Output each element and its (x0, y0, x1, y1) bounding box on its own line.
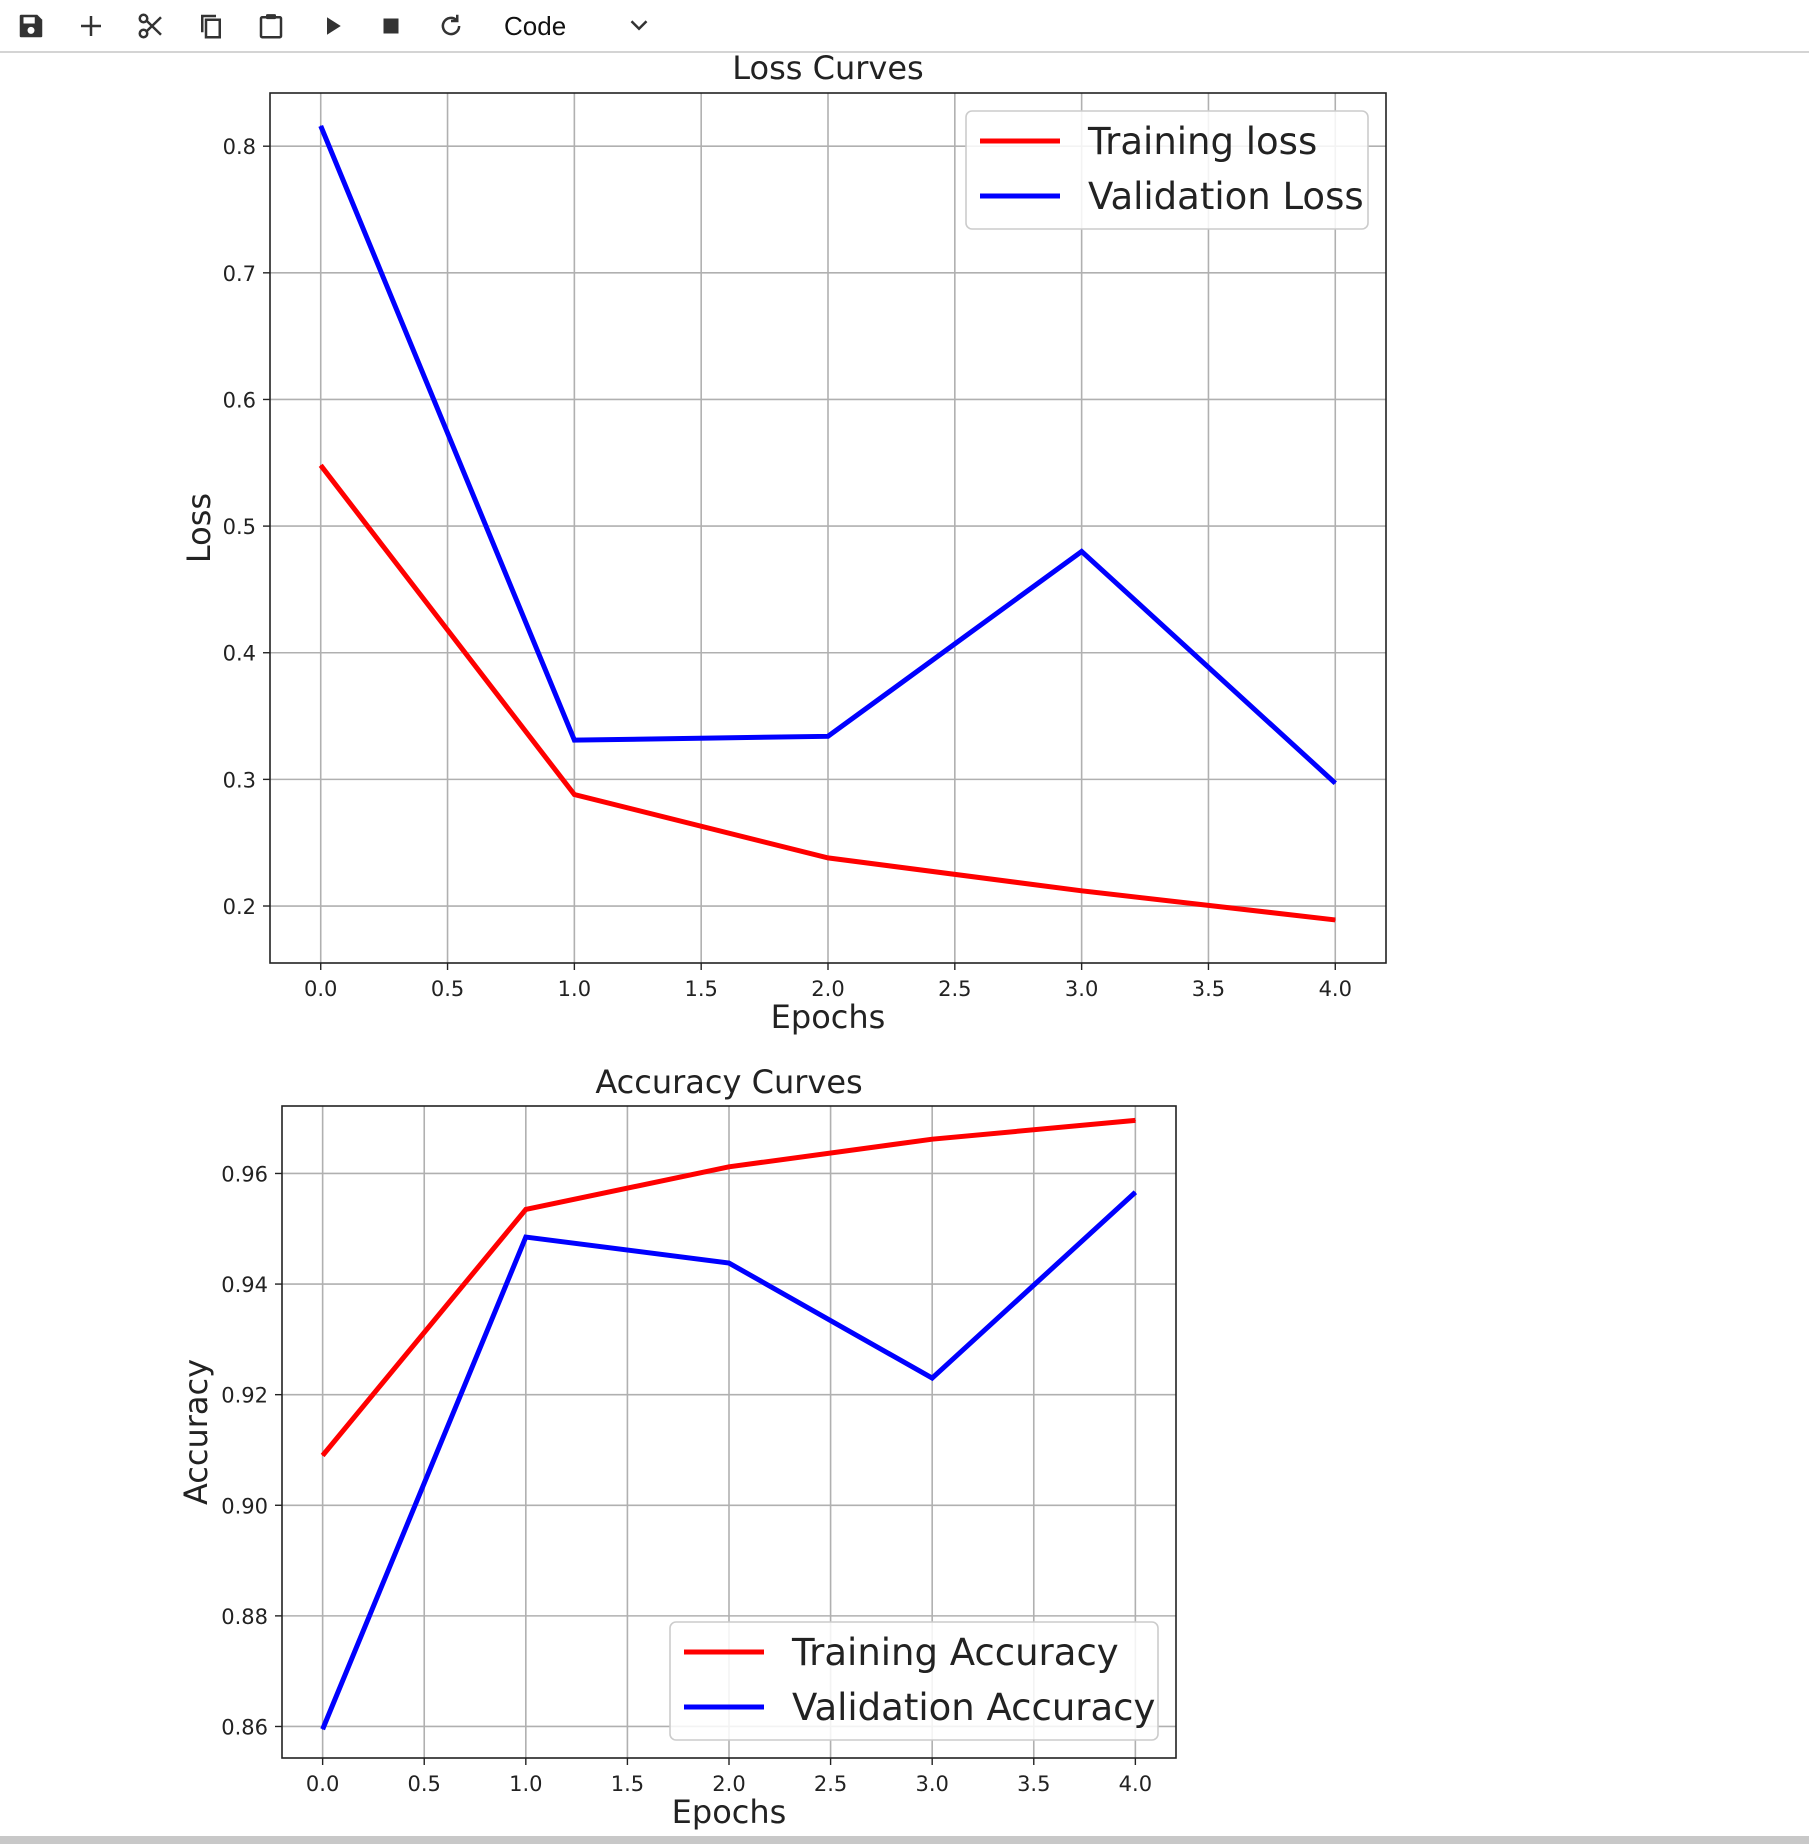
y-tick-label: 0.6 (223, 388, 256, 412)
data-point (320, 464, 322, 466)
cut-button[interactable] (129, 6, 173, 46)
plot-frame (281, 1105, 1177, 1759)
chart-title: Accuracy Curves (595, 1063, 862, 1101)
data-point (1134, 1191, 1136, 1193)
save-button[interactable] (9, 6, 53, 46)
data-point (827, 857, 829, 859)
data-point (1134, 1119, 1136, 1121)
plus-icon (81, 16, 101, 36)
x-tick-label: 3.0 (1065, 977, 1098, 1001)
data-point (525, 1208, 527, 1210)
data-point (573, 739, 575, 741)
stop-button[interactable] (369, 6, 413, 46)
x-axis-label: Epochs (672, 1793, 787, 1831)
x-tick-label: 4.0 (1119, 1772, 1152, 1796)
legend-label: Validation Accuracy (792, 1686, 1155, 1729)
data-point (728, 1166, 730, 1168)
copy-icon (201, 14, 221, 39)
restart-icon (441, 14, 461, 36)
data-point (728, 1262, 730, 1264)
data-point (1081, 890, 1083, 892)
y-tick-label: 0.2 (223, 895, 256, 919)
y-tick-label: 0.7 (223, 262, 256, 286)
y-tick-label: 0.88 (221, 1605, 268, 1629)
restart-button[interactable] (429, 6, 473, 46)
x-tick-label: 0.5 (431, 977, 464, 1001)
y-axis-label: Loss (180, 493, 218, 563)
legend-box (669, 1621, 1159, 1741)
y-tick-label: 0.4 (223, 642, 256, 666)
x-tick-label: 2.0 (712, 1772, 745, 1796)
scrollbar[interactable] (0, 1836, 1809, 1844)
x-tick-label: 2.5 (814, 1772, 847, 1796)
data-point (1334, 919, 1336, 921)
x-tick-label: 1.5 (611, 1772, 644, 1796)
data-point (322, 1455, 324, 1457)
y-tick-label: 0.90 (221, 1494, 268, 1518)
y-tick-label: 0.86 (221, 1715, 268, 1739)
loss-chart-group: 0.0 0.5 1.0 1.5 2.0 2.5 3.0 3.5 4.0 0.2 0.3 0.4 0.5 0… (180, 49, 1387, 1036)
x-tick-label: 3.5 (1017, 1772, 1050, 1796)
chevron-down-icon (630, 20, 648, 31)
x-axis-label: Epochs (771, 998, 886, 1036)
x-tick-label: 3.5 (1192, 977, 1225, 1001)
x-tick-label: 4.0 (1319, 977, 1352, 1001)
data-point (322, 1728, 324, 1730)
y-tick-label: 0.8 (223, 135, 256, 159)
x-tick-label: 0.5 (408, 1772, 441, 1796)
cut-icon (138, 13, 162, 39)
y-tick-label: 0.92 (221, 1384, 268, 1408)
legend-label: Training Accuracy (791, 1631, 1119, 1674)
legend-label: Training loss (1087, 120, 1317, 163)
run-icon (327, 17, 341, 35)
x-tick-label: 1.0 (509, 1772, 542, 1796)
x-tick-label: 2.0 (811, 977, 844, 1001)
x-tick-label: 0.0 (306, 1772, 339, 1796)
data-point (1081, 550, 1083, 552)
cell-type-value: Code (504, 10, 567, 41)
save-icon (19, 14, 43, 38)
paste-icon (259, 14, 283, 39)
x-tick-label: 1.5 (684, 977, 717, 1001)
x-tick-label: 1.0 (558, 977, 591, 1001)
legend-box (965, 110, 1369, 230)
x-tick-label: 2.5 (938, 977, 971, 1001)
y-axis-label: Accuracy (177, 1359, 215, 1505)
legend: Training loss Validation Loss (965, 110, 1369, 230)
legend: Training Accuracy Validation Accuracy (669, 1621, 1159, 1741)
y-tick-label: 0.96 (221, 1162, 268, 1186)
data-point (827, 735, 829, 737)
notebook-toolbar: Code (0, 0, 1809, 53)
y-tick-label: 0.5 (223, 515, 256, 539)
cell-type-select[interactable]: Code (490, 4, 660, 48)
legend-label: Validation Loss (1088, 175, 1364, 218)
data-point (320, 125, 322, 127)
x-tick-label: 3.0 (915, 1772, 948, 1796)
chart-title: Loss Curves (732, 49, 923, 87)
run-button[interactable] (310, 6, 354, 46)
y-tick-label: 0.94 (221, 1273, 268, 1297)
insert-cell-button[interactable] (69, 6, 113, 46)
plot-frame (269, 92, 1387, 964)
data-point (573, 794, 575, 796)
stop-icon (383, 18, 399, 34)
y-tick-label: 0.3 (223, 768, 256, 792)
copy-button[interactable] (189, 6, 233, 46)
paste-button[interactable] (249, 6, 293, 46)
data-point (931, 1138, 933, 1140)
x-tick-label: 0.0 (304, 977, 337, 1001)
data-point (931, 1377, 933, 1379)
accuracy-chart-group: 0.0 0.5 1.0 1.5 2.0 2.5 3.0 3.5 4.0 0.86 0.88 0.90 0… (177, 1063, 1177, 1831)
data-point (525, 1236, 527, 1238)
data-point (1334, 782, 1336, 784)
